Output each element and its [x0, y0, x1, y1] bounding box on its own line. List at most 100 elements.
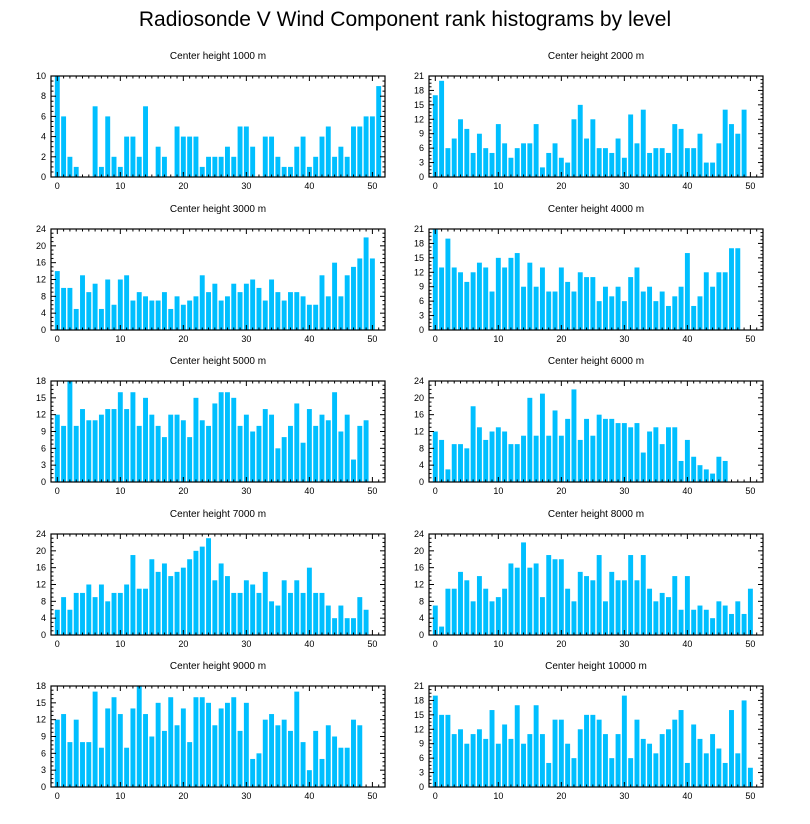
histogram-bar — [602, 148, 608, 177]
x-tick-label: 40 — [682, 486, 692, 496]
histogram-bar — [269, 279, 275, 330]
histogram-bar — [193, 397, 199, 482]
y-tick-label: 8 — [41, 596, 46, 606]
histogram-bar — [351, 618, 356, 635]
histogram-bar — [521, 542, 526, 635]
histogram-bar — [294, 580, 300, 635]
histogram-bar — [136, 425, 142, 482]
histogram-bar — [357, 597, 363, 635]
histogram-bar — [458, 729, 463, 787]
histogram-bar — [143, 588, 148, 635]
histogram-bar — [73, 166, 79, 177]
histogram-bar — [231, 156, 237, 177]
histogram-bar — [105, 279, 111, 330]
histogram-bar — [155, 300, 161, 330]
y-tick-label: 3 — [419, 158, 424, 168]
histogram-bar — [634, 143, 640, 177]
histogram-bar — [168, 308, 174, 330]
histogram-bar — [666, 305, 671, 330]
histogram-bar — [678, 710, 684, 787]
histogram-bar — [439, 714, 445, 787]
histogram-bar — [262, 571, 268, 635]
histogram-bar — [476, 427, 482, 482]
histogram-bar — [678, 128, 684, 177]
histogram-bar — [640, 738, 646, 787]
histogram-bar — [180, 708, 186, 787]
histogram-bar — [136, 292, 142, 330]
histogram-bar — [262, 136, 268, 177]
histogram-bar — [288, 166, 293, 177]
y-tick-label: 18 — [414, 238, 424, 248]
histogram-bar — [590, 119, 596, 177]
histogram-bar — [514, 253, 520, 330]
histogram-bar — [212, 403, 218, 482]
histogram-bar — [269, 714, 275, 787]
histogram-bar — [729, 710, 734, 787]
histogram-bar — [92, 283, 98, 330]
histogram-bar — [539, 597, 545, 635]
histogram-bar — [269, 136, 275, 177]
histogram-bar — [445, 469, 451, 482]
histogram-panel: Center height 2000 m 0 10 20 30 40 50 0 3 6 9 12 15 1… — [414, 51, 764, 191]
histogram-bar — [584, 714, 590, 787]
y-tick-label: 18 — [414, 695, 424, 705]
x-tick-label: 10 — [493, 791, 503, 801]
histogram-bar — [275, 292, 281, 330]
histogram-bar — [332, 392, 338, 482]
histogram-bar — [332, 156, 338, 177]
histogram-bar — [621, 157, 627, 177]
histogram-bar — [527, 262, 533, 330]
y-tick-label: 20 — [36, 241, 46, 251]
histogram-bar — [552, 719, 558, 787]
panel-title: Center height 6000 m — [548, 356, 644, 367]
histogram-bar — [105, 708, 111, 787]
histogram-bar — [136, 588, 142, 635]
y-tick-label: 6 — [419, 296, 424, 306]
y-tick-label: 4 — [41, 132, 46, 142]
histogram-bar — [476, 729, 482, 787]
histogram-bar — [199, 420, 205, 482]
histogram-bar — [262, 300, 268, 330]
histogram-bar — [357, 425, 363, 482]
histogram-bar — [117, 279, 123, 330]
y-tick-label: 2 — [41, 152, 46, 162]
y-tick-label: 0 — [41, 477, 46, 487]
histogram-bar — [155, 146, 161, 177]
y-tick-label: 4 — [41, 613, 46, 623]
histogram-bar — [117, 592, 123, 635]
histogram-bar — [640, 109, 646, 177]
histogram-bar — [111, 592, 117, 635]
histogram-bar — [508, 157, 514, 177]
histogram-bar — [218, 392, 224, 482]
x-tick-label: 40 — [682, 639, 692, 649]
histogram-bar — [735, 753, 741, 787]
y-tick-label: 0 — [419, 782, 424, 792]
x-tick-label: 50 — [745, 334, 755, 344]
x-tick-label: 0 — [433, 639, 438, 649]
y-tick-label: 12 — [36, 275, 46, 285]
histogram-bar — [546, 152, 552, 177]
x-tick-label: 0 — [433, 181, 438, 191]
histogram-bar — [256, 753, 262, 787]
histogram-bar — [741, 109, 747, 177]
y-tick-label: 15 — [36, 698, 46, 708]
histogram-bar — [502, 143, 508, 177]
histogram-bar — [237, 592, 243, 635]
histogram-bar — [602, 418, 608, 482]
histogram-bar — [237, 730, 243, 787]
histogram-bar — [495, 597, 501, 635]
histogram-bar — [439, 439, 445, 482]
histogram-bar — [533, 435, 539, 482]
histogram-bar — [697, 133, 703, 177]
histogram-bar — [483, 148, 489, 177]
y-tick-label: 21 — [414, 681, 424, 691]
histogram-bar — [558, 267, 564, 330]
panel-title: Center height 8000 m — [548, 509, 644, 520]
histogram-bar — [451, 734, 457, 787]
histogram-bar — [495, 257, 501, 330]
y-tick-label: 3 — [41, 460, 46, 470]
histogram-bar — [659, 291, 665, 330]
histogram-bar — [470, 152, 476, 177]
x-tick-label: 20 — [178, 639, 188, 649]
panel-title: Center height 5000 m — [170, 356, 266, 367]
